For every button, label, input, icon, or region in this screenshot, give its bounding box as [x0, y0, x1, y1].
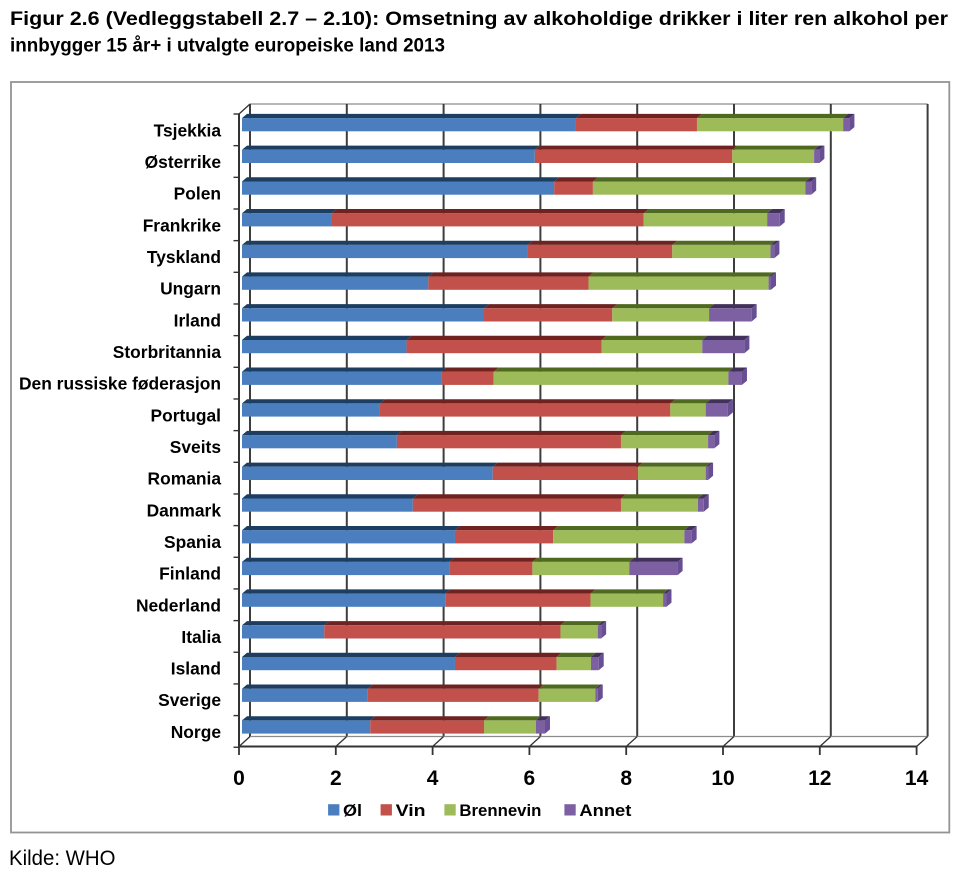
svg-text:Romania: Romania — [148, 469, 222, 489]
svg-text:Vin: Vin — [396, 801, 426, 820]
svg-text:Polen: Polen — [174, 184, 221, 204]
svg-text:14: 14 — [905, 767, 929, 790]
svg-text:Brennevin: Brennevin — [459, 801, 541, 820]
svg-text:Kilde: WHO: Kilde: WHO — [9, 847, 116, 870]
svg-text:Østerrike: Østerrike — [145, 152, 222, 172]
svg-text:Figur 2.6 (Vedleggstabell 2.7: Figur 2.6 (Vedleggstabell 2.7 – 2.10): O… — [10, 9, 949, 30]
svg-text:Den russiske føderasjon: Den russiske føderasjon — [19, 374, 221, 394]
svg-text:Irland: Irland — [174, 310, 221, 330]
svg-text:Finland: Finland — [159, 564, 221, 584]
svg-text:2: 2 — [330, 767, 342, 790]
svg-text:Danmark: Danmark — [147, 500, 222, 520]
svg-text:10: 10 — [711, 767, 734, 790]
svg-text:Ungarn: Ungarn — [160, 279, 221, 299]
svg-text:Storbritannia: Storbritannia — [113, 342, 222, 362]
svg-text:innbygger 15 år+ i utvalgte eu: innbygger 15 år+ i utvalgte europeiske l… — [10, 35, 445, 56]
svg-text:Island: Island — [171, 659, 221, 679]
svg-text:Norge: Norge — [171, 722, 222, 742]
svg-text:Spania: Spania — [164, 532, 221, 552]
svg-text:Øl: Øl — [343, 801, 362, 820]
svg-text:Annet: Annet — [579, 801, 631, 820]
svg-text:Tyskland: Tyskland — [147, 247, 221, 267]
svg-text:6: 6 — [524, 767, 536, 790]
svg-text:Frankrike: Frankrike — [143, 215, 222, 235]
svg-text:Portugal: Portugal — [150, 405, 221, 425]
svg-text:8: 8 — [620, 767, 632, 790]
svg-text:Nederland: Nederland — [136, 595, 221, 615]
svg-text:Sveits: Sveits — [170, 437, 221, 457]
svg-text:0: 0 — [233, 767, 245, 790]
svg-text:Sverige: Sverige — [158, 690, 221, 710]
svg-text:Italia: Italia — [181, 627, 221, 647]
svg-text:Tsjekkia: Tsjekkia — [154, 120, 222, 140]
svg-text:12: 12 — [808, 767, 831, 790]
svg-text:4: 4 — [427, 767, 439, 790]
